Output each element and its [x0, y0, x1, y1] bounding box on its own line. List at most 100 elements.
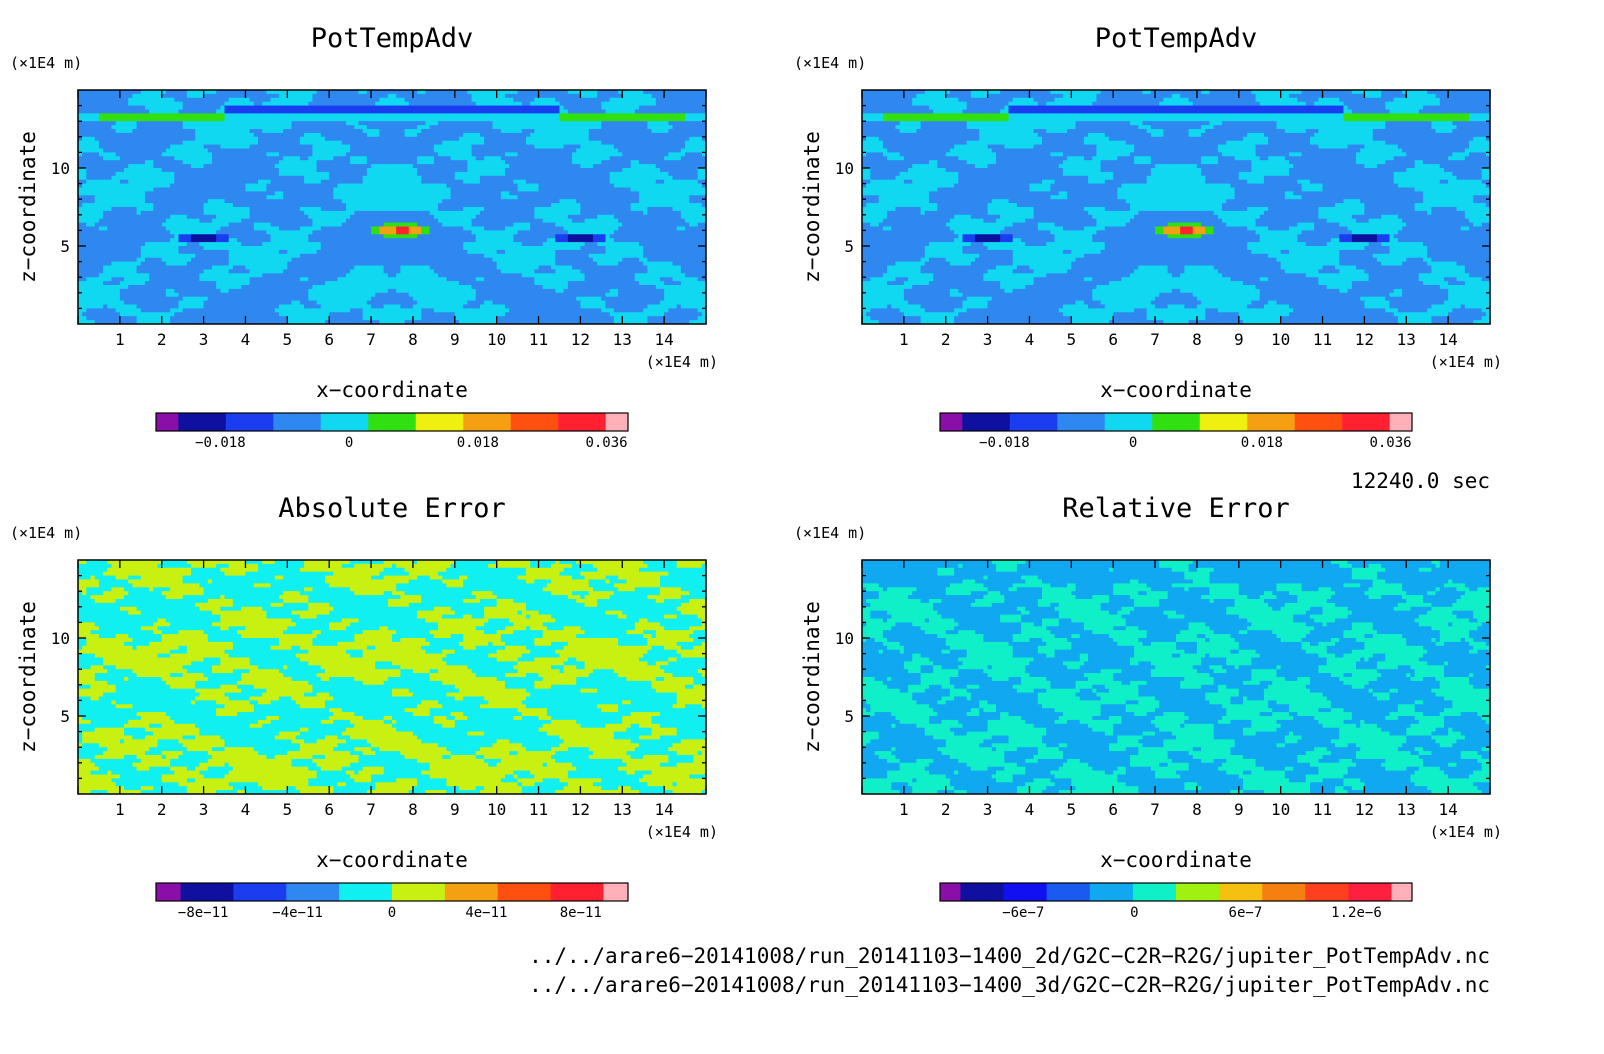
heat-cell [609, 210, 615, 216]
heat-cell [308, 101, 314, 107]
heat-cell [358, 160, 364, 165]
heat-cell [572, 187, 577, 192]
heat-cell [597, 97, 602, 103]
heat-cell [144, 171, 150, 177]
heat-cell [170, 175, 175, 181]
heat-cell [216, 136, 221, 142]
heat-cell [412, 121, 418, 126]
heat-cell [325, 144, 330, 150]
heat-cell [513, 132, 519, 138]
heat-cell [161, 218, 167, 224]
heat-cell [203, 160, 209, 165]
heat-cell [165, 113, 171, 118]
heat-cell [496, 199, 502, 204]
heat-cell [329, 175, 334, 181]
heat-cell [90, 113, 96, 118]
heat-cell [232, 148, 238, 153]
heat-cell [534, 132, 540, 138]
heat-cell [500, 148, 506, 153]
heat-cell [165, 125, 171, 130]
heat-cell [500, 144, 506, 150]
heat-cell [492, 125, 498, 130]
heat-cell [689, 105, 695, 111]
heat-cell [680, 136, 686, 142]
heat-cell [676, 156, 682, 161]
heat-cell [186, 175, 192, 181]
heat-cell [680, 199, 686, 204]
heat-cell [103, 101, 108, 107]
heat-cell [609, 101, 615, 107]
heat-cell [283, 168, 288, 173]
heat-cell [517, 148, 523, 153]
heat-cell [433, 187, 439, 192]
heat-cell [262, 93, 267, 99]
heat-cell [584, 101, 590, 107]
heat-cell [647, 109, 653, 114]
heat-cell [258, 140, 263, 146]
heat-cell [576, 160, 581, 165]
heat-cell [329, 199, 334, 204]
heat-cell [542, 175, 548, 181]
heat-cell [107, 164, 113, 169]
heat-cell [517, 121, 523, 126]
heat-cell [664, 144, 669, 150]
heat-cell [475, 97, 481, 103]
heat-cell [224, 210, 230, 216]
heat-cell [186, 156, 192, 161]
heat-cell [630, 105, 636, 111]
heat-cell [496, 113, 502, 118]
heat-cell [299, 171, 305, 177]
heat-cell [278, 93, 284, 99]
heat-cell [220, 214, 226, 220]
heat-cell [312, 195, 318, 200]
heat-cell [333, 183, 339, 189]
heat-cell [597, 175, 602, 181]
heat-cell [672, 129, 678, 134]
heat-cell [450, 168, 456, 173]
heat-cell [316, 152, 322, 157]
heat-cell [408, 160, 414, 165]
heat-cell [463, 195, 468, 200]
heat-cell [132, 199, 138, 204]
heat-cell [295, 207, 301, 212]
heat-cell [186, 93, 192, 99]
heat-cell [220, 101, 226, 107]
heat-cell [224, 93, 230, 99]
heat-cell [509, 140, 515, 146]
heat-cell [630, 191, 636, 196]
heat-cell [149, 105, 154, 111]
heat-cell [609, 179, 615, 185]
heat-cell [132, 125, 138, 130]
heat-cell [488, 109, 494, 114]
heat-cell [350, 175, 355, 181]
heat-cell [463, 191, 468, 196]
heat-cell [316, 144, 322, 150]
heat-cell [132, 101, 138, 107]
heat-cell [249, 117, 255, 122]
heat-cell [496, 136, 502, 142]
heat-cell [659, 199, 665, 204]
heat-cell [513, 187, 519, 192]
heat-cell [345, 156, 351, 161]
heat-cell [78, 113, 83, 118]
heat-cell [484, 140, 489, 146]
heat-cell [161, 113, 167, 118]
heat-cell [283, 148, 288, 153]
heat-cell [488, 121, 494, 126]
heat-cell [345, 109, 351, 114]
heat-cell [94, 171, 100, 177]
heat-cell [387, 144, 393, 150]
heat-cell [689, 164, 695, 169]
heat-cell [128, 168, 134, 173]
heat-cell [513, 168, 519, 173]
heat-cell [429, 117, 435, 122]
heat-cell [161, 132, 167, 138]
heat-cell [555, 171, 561, 177]
heat-cell [400, 97, 406, 103]
heat-cell [517, 160, 523, 165]
heat-cell [530, 210, 535, 216]
heat-cell [412, 109, 418, 114]
file-path-3d: ../../arare6−20141008/run_20141103−1400_… [529, 973, 1490, 997]
heat-cell [337, 105, 343, 111]
heat-cell [249, 160, 255, 165]
